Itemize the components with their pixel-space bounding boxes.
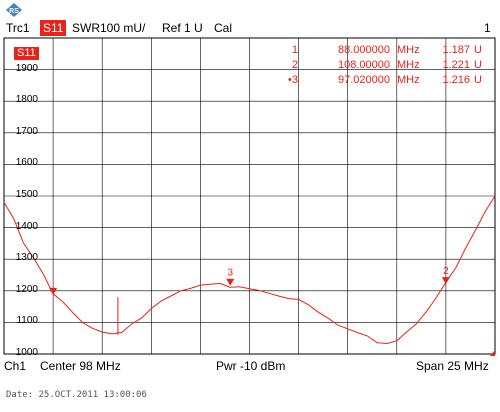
marker-value-unit: U [474,59,482,71]
channel-footer: Ch1 Center 98 MHz Pwr -10 dBm Span 25 MH… [0,359,500,375]
marker-frequency: 88.000000 [338,44,390,56]
y-tick-label: 1200 [15,283,38,295]
marker-index: 1 [291,44,298,56]
marker-index: •3 [288,74,298,86]
marker-value-unit: U [474,44,482,56]
marker-value: 1.187 [442,44,470,56]
format-label[interactable]: SWR [72,21,100,35]
trace-tag: S11 [14,47,39,60]
marker-3-label: 3 [227,268,233,279]
trace-label[interactable]: Trc1 [6,21,30,35]
timestamp: Date: 25.OCT.2011 13:00:06 [6,390,147,400]
trace-header: Trc1 S11 SWR 100 mU/ Ref 1 U Cal 1 [0,20,500,37]
y-tick-label: 1300 [15,252,38,264]
marker-row[interactable]: •3 97.020000 MHz 1.216 U [0,74,500,88]
marker-frequency-unit: MHz [397,59,420,71]
marker-3-triangle [226,278,235,286]
marker-frequency-unit: MHz [397,74,420,86]
rohde-schwarz-logo-icon: RS [6,3,22,17]
svg-text:RS: RS [9,8,19,15]
trace-line-s11 [3,195,496,345]
marker-2-label: 2 [443,266,449,277]
channel-number: 1 [484,21,491,35]
cal-label: Cal [214,21,233,35]
marker-row[interactable]: 1 88.000000 MHz 1.187 U [0,44,500,58]
marker-value-unit: U [474,74,482,86]
reference-arrow-icon [490,350,495,356]
marker-index: 2 [291,59,298,71]
marker-frequency-unit: MHz [397,44,420,56]
marker-frequency: 97.020000 [338,74,390,86]
marker-value: 1.216 [442,74,470,86]
scale-label[interactable]: 100 mU/ [100,21,146,35]
power-level[interactable]: Pwr -10 dBm [216,359,286,373]
marker-1-triangle [49,287,58,295]
marker-value: 1.221 [442,59,470,71]
parameter-badge[interactable]: S11 [40,20,67,36]
channel-label[interactable]: Ch1 [4,359,27,373]
y-tick-label: 1700 [15,125,38,137]
y-tick-label: 1900 [15,62,38,74]
y-tick-label: 1800 [15,94,38,106]
frequency-span[interactable]: Span 25 MHz [416,359,489,373]
center-frequency[interactable]: Center 98 MHz [40,359,121,373]
y-tick-label: 1400 [15,220,38,232]
reference-label[interactable]: Ref 1 U [162,21,203,35]
y-tick-label: 1000 [15,347,38,358]
y-tick-label: 1500 [15,189,38,200]
marker-row[interactable]: 2 108.00000 MHz 1.221 U [0,59,500,73]
y-tick-label: 1100 [16,315,38,327]
y-tick-label: 1600 [15,157,38,169]
marker-2-triangle [441,277,450,285]
marker-frequency: 108.00000 [338,59,390,71]
